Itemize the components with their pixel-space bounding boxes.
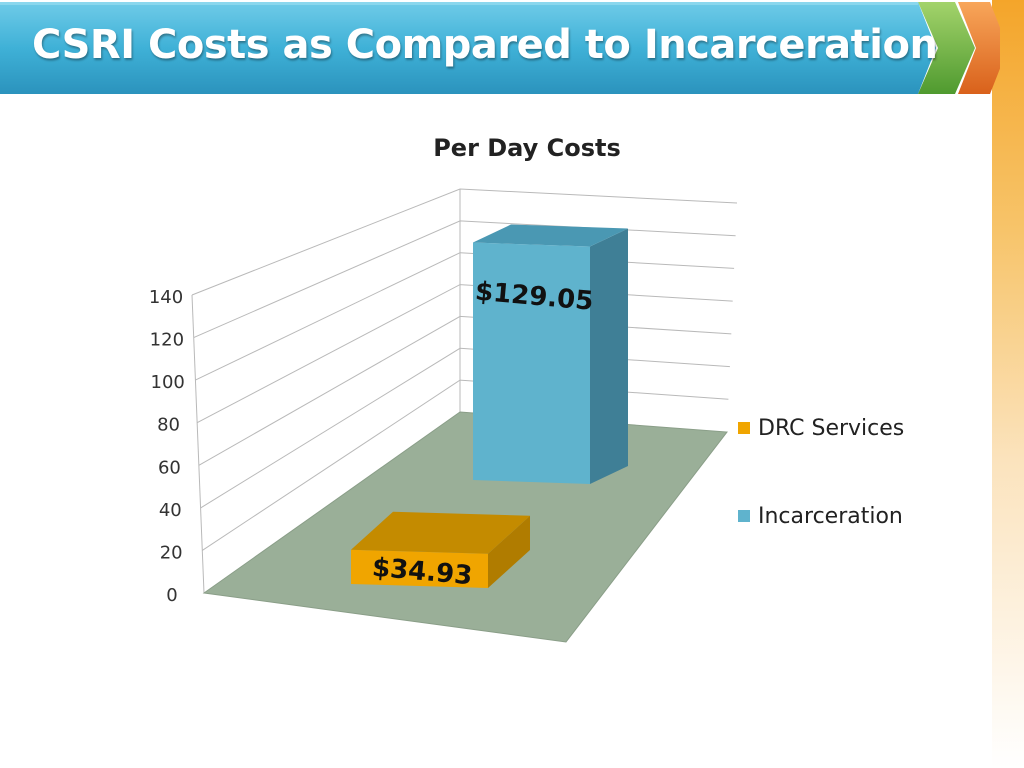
y-tick-label: 80: [157, 415, 180, 436]
legend-item-drc: DRC Services: [738, 414, 968, 442]
bar-incarceration: [473, 224, 628, 484]
bars: [351, 224, 628, 588]
chart-title: Per Day Costs: [433, 134, 621, 162]
bar-side-face: [590, 228, 628, 484]
bar-front-face: [351, 549, 488, 588]
y-tick-label: 0: [166, 585, 177, 606]
bar-drc-services: [351, 511, 530, 588]
legend-swatch-incarceration: [738, 510, 750, 522]
gridline: [196, 284, 733, 424]
bar-top-face: [473, 224, 628, 247]
arrow-orange-icon: [958, 2, 1000, 94]
legend-label-drc: DRC Services: [758, 415, 905, 441]
chart-legend: DRC Services Incarceration: [738, 414, 968, 590]
y-tick-label: 40: [159, 500, 182, 521]
slide-accent-strip: [992, 0, 1024, 768]
y-tick-label: 140: [149, 287, 183, 308]
gridline: [191, 188, 738, 296]
y-tick-label: 60: [158, 457, 181, 478]
title-banner: [0, 2, 1000, 94]
bar-top-face: [351, 511, 530, 554]
bar-side-face: [488, 515, 530, 588]
legend-item-incarceration: Incarceration: [738, 502, 968, 530]
bar-front-face: [473, 242, 590, 484]
y-tick-label: 120: [150, 330, 184, 351]
gridlines: [191, 188, 738, 594]
axis-wall-edge: [191, 294, 205, 594]
y-tick-label: 100: [151, 372, 185, 393]
arrow-green-icon: [918, 2, 975, 94]
gridline: [193, 220, 736, 339]
title-banner-shape: [0, 2, 936, 94]
slide-title: CSRI Costs as Compared to Incarceration: [32, 22, 938, 68]
legend-swatch-drc: [738, 422, 750, 434]
y-tick-label: 20: [160, 542, 183, 563]
y-axis-ticks: 0 20 40 60 80 100 120 140: [149, 287, 185, 606]
legend-label-incarceration: Incarceration: [758, 503, 903, 529]
